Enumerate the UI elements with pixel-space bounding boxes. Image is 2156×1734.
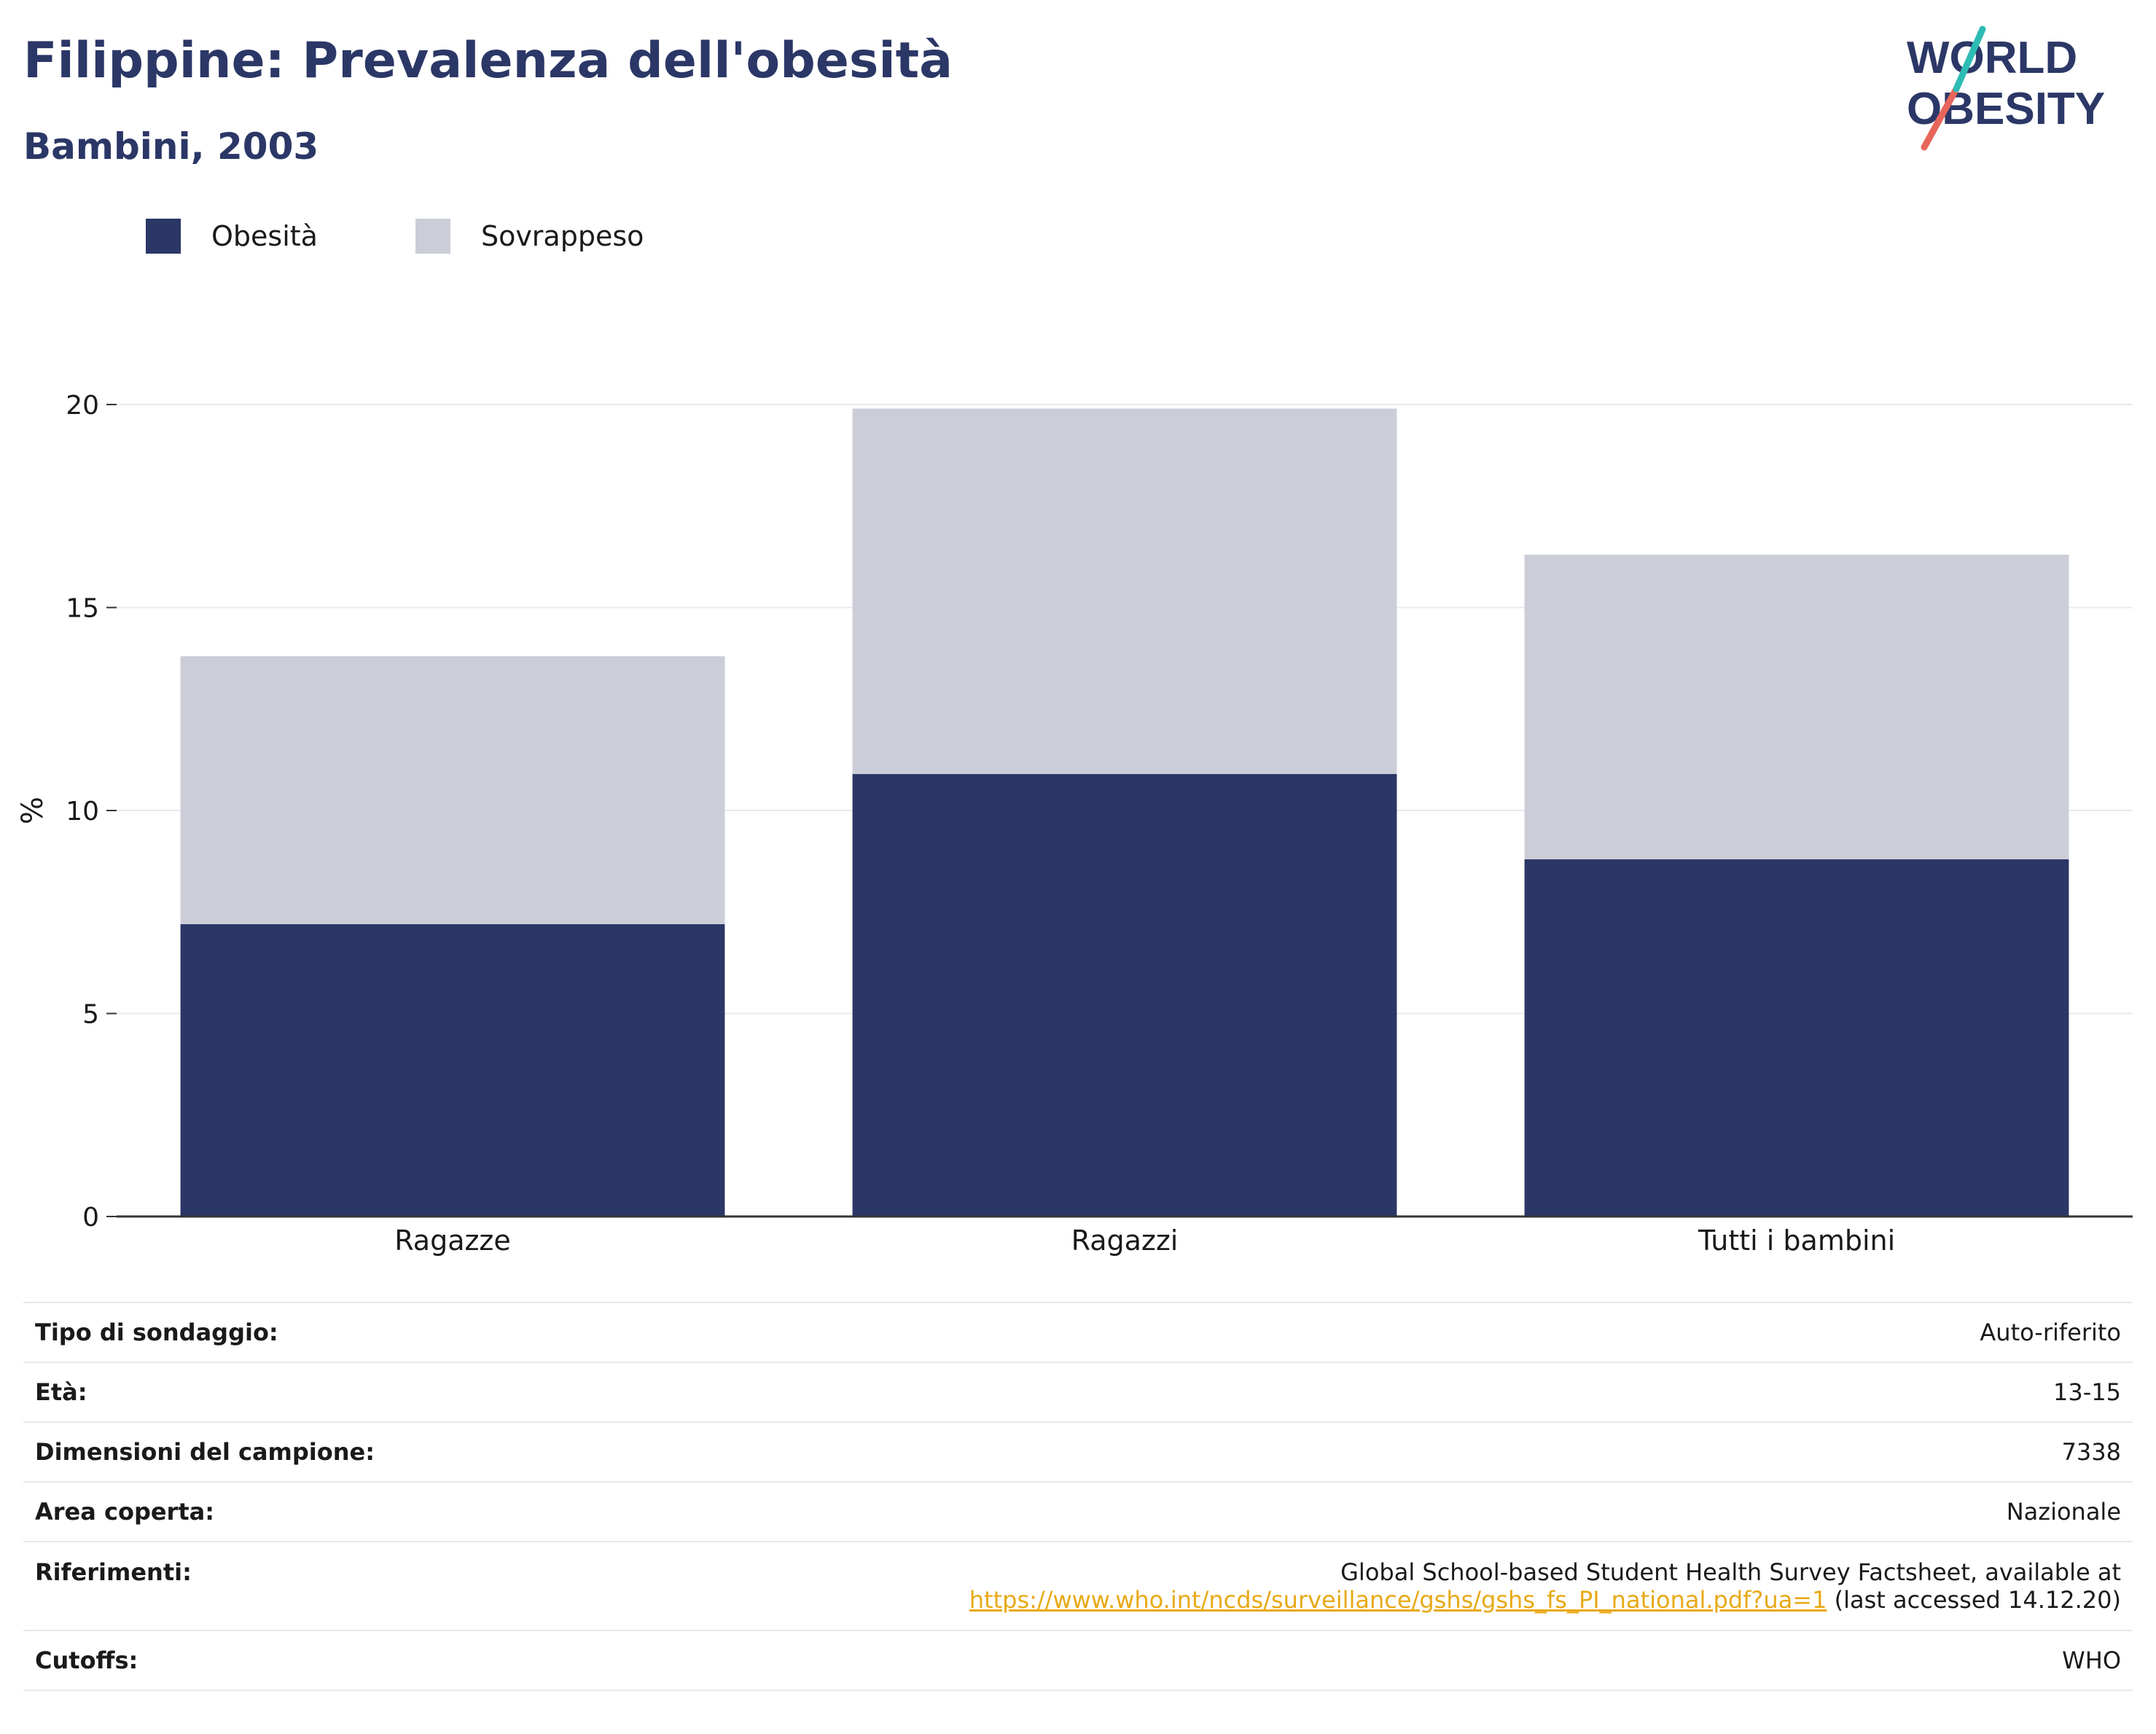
bar-overweight-2[interactable] [1524, 555, 2069, 859]
survey-type-label: Tipo di sondaggio: [23, 1302, 703, 1362]
logo-slash-red [1921, 85, 1960, 151]
x-tick-label: Ragazze [394, 1225, 511, 1257]
x-tick-label: Ragazzi [1071, 1225, 1179, 1257]
y-tick-label: 5 [82, 1000, 99, 1030]
legend-item-obesity[interactable]: Obesità [146, 219, 318, 254]
stacked-bar-chart: 0 5 10 15 20 Ragazze Ragazzi Tutti i bambini % [16, 391, 2133, 1257]
details-row-references: Riferimenti: Global School-based Student… [23, 1541, 2133, 1630]
bars [180, 408, 2069, 1216]
cutoffs-label: Cutoffs: [23, 1630, 703, 1691]
sample-size-label: Dimensioni del campione: [23, 1421, 703, 1482]
chart-title: Filippine: Prevalenza dell'obesità [23, 32, 953, 90]
legend-label-overweight: Sovrappeso [480, 220, 644, 252]
y-tick-label: 15 [66, 594, 99, 624]
references-link[interactable]: https://www.who.int/ncds/surveillance/gs… [969, 1586, 1827, 1614]
area-label: Area coperta: [23, 1481, 703, 1542]
bar-overweight-0[interactable] [180, 656, 725, 924]
survey-type-value: Auto-riferito [703, 1302, 2133, 1362]
x-axis-ticks: Ragazze Ragazzi Tutti i bambini [394, 1225, 1895, 1257]
y-tick-label: 10 [66, 797, 99, 827]
bar-obesity-0[interactable] [180, 923, 725, 1216]
survey-details-table: Tipo di sondaggio: Auto-riferito Età: 13… [23, 1302, 2133, 1691]
references-text: Global School-based Student Health Surve… [1340, 1558, 2121, 1586]
chart-legend: Obesità Sovrappeso [146, 216, 741, 257]
y-tick-label: 20 [66, 391, 99, 421]
x-tick-label: Tutti i bambini [1698, 1225, 1895, 1257]
details-row-cutoffs: Cutoffs: WHO [23, 1630, 2133, 1691]
y-tick-label: 0 [82, 1203, 99, 1233]
bar-obesity-1[interactable] [852, 773, 1397, 1216]
chart-subtitle: Bambini, 2003 [23, 125, 319, 168]
area-value: Nazionale [703, 1481, 2133, 1542]
legend-label-obesity: Obesità [211, 220, 318, 252]
sample-size-value: 7338 [703, 1421, 2133, 1482]
world-obesity-logo: WORLD OBESITY [1907, 26, 2105, 151]
y-axis-ticks: 0 5 10 15 20 [66, 391, 117, 1233]
bar-overweight-1[interactable] [852, 408, 1397, 774]
bar-obesity-2[interactable] [1524, 859, 2069, 1216]
logo-line1: WORLD [1907, 33, 2077, 83]
logo-line2: OBESITY [1907, 84, 2105, 134]
references-label: Riferimenti: [23, 1541, 703, 1630]
cutoffs-value: WHO [703, 1630, 2133, 1691]
details-row-age: Età: 13-15 [23, 1362, 2133, 1422]
references-accessed: (last accessed 14.12.20) [1827, 1586, 2121, 1614]
details-row-area: Area coperta: Nazionale [23, 1481, 2133, 1542]
legend-swatch-overweight [415, 219, 450, 254]
age-label: Età: [23, 1362, 703, 1422]
legend-item-overweight[interactable]: Sovrappeso [415, 219, 644, 254]
details-row-survey-type: Tipo di sondaggio: Auto-riferito [23, 1302, 2133, 1362]
y-axis-label: % [16, 797, 50, 824]
details-row-sample-size: Dimensioni del campione: 7338 [23, 1421, 2133, 1482]
legend-swatch-obesity [146, 219, 181, 254]
references-value: Global School-based Student Health Surve… [703, 1541, 2133, 1630]
age-value: 13-15 [703, 1362, 2133, 1422]
logo-slash-teal [1953, 26, 1986, 93]
